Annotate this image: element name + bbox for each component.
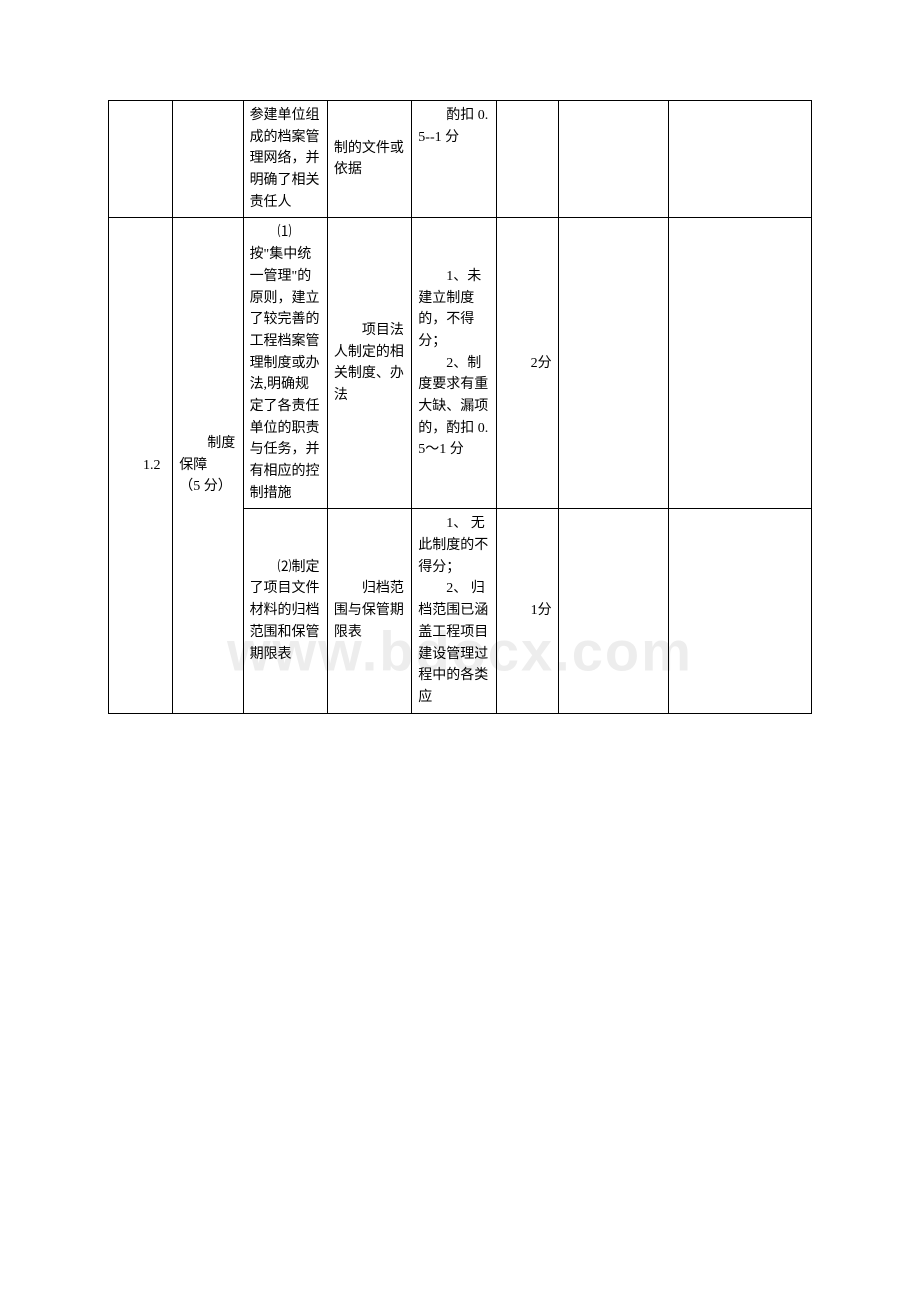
- cell-index: [109, 101, 173, 218]
- cell-criteria: 1、未建立制度的，不得分； 2、制度要求有重大缺、漏项的，酌扣 0.5～1 分: [412, 218, 496, 509]
- cell-score: 1分: [496, 509, 558, 713]
- cell-empty: [558, 218, 668, 509]
- cell-score: 2分: [496, 218, 558, 509]
- cell-criteria: 1、 无此制度的不得分； 2、 归档范围已涵盖工程项目建设管理过程中的各类应: [412, 509, 496, 713]
- cell-score: [496, 101, 558, 218]
- cell-basis: 制的文件或依据: [327, 101, 411, 218]
- cell-empty: [558, 509, 668, 713]
- cell-empty: [669, 509, 812, 713]
- cell-index: 1.2: [109, 218, 173, 713]
- table-row: 参建单位组成的档案管理网络，并明确了相关责任人 制的文件或依据 酌扣 0.5--…: [109, 101, 812, 218]
- cell-content: 参建单位组成的档案管理网络，并明确了相关责任人: [243, 101, 327, 218]
- cell-empty: [669, 218, 812, 509]
- evaluation-table: 参建单位组成的档案管理网络，并明确了相关责任人 制的文件或依据 酌扣 0.5--…: [108, 100, 812, 714]
- cell-criteria: 酌扣 0.5--1 分: [412, 101, 496, 218]
- cell-empty: [558, 101, 668, 218]
- table-row: 1.2 制度 保障 （5 分） ⑴按"集中统一管理"的原则，建立了较完善的工程档…: [109, 218, 812, 509]
- cell-content: ⑴按"集中统一管理"的原则，建立了较完善的工程档案管理制度或办法,明确规定了各责…: [243, 218, 327, 509]
- cell-basis: 项目法人制定的相关制度、办法: [327, 218, 411, 509]
- cell-basis: 归档范围与保管期限表: [327, 509, 411, 713]
- cell-content: ⑵制定了项目文件材料的归档范围和保管期限表: [243, 509, 327, 713]
- cell-empty: [669, 101, 812, 218]
- cell-category: [173, 101, 243, 218]
- cell-category: 制度 保障 （5 分）: [173, 218, 243, 713]
